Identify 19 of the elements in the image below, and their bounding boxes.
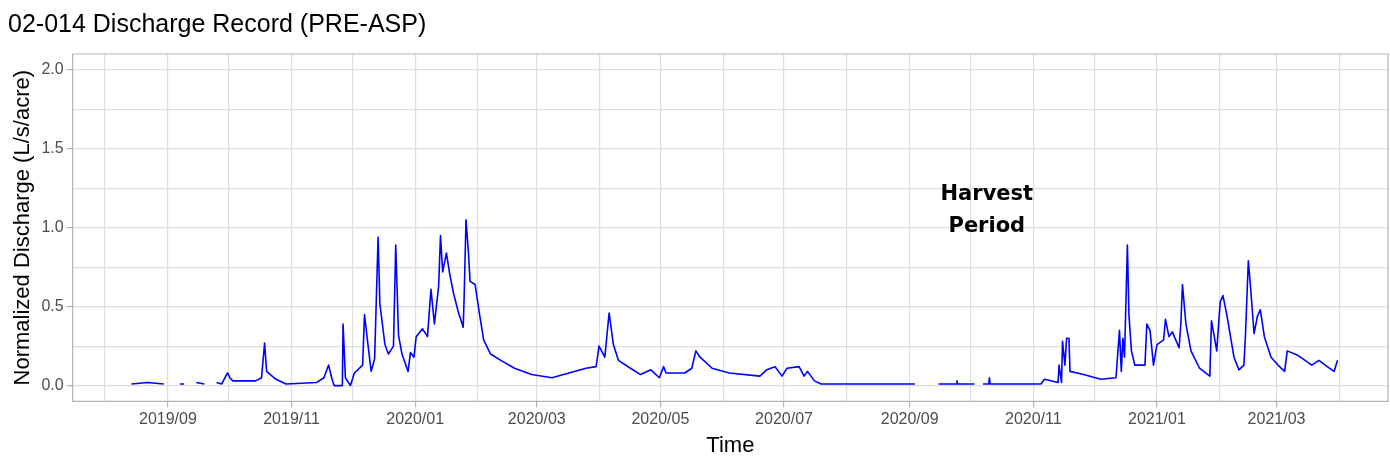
annotation: Harvest Period — [940, 180, 1034, 237]
x-tick-label: 2020/09 — [880, 410, 939, 428]
x-tick-label: 2020/05 — [631, 410, 690, 428]
x-tick-label: 2020/03 — [507, 410, 566, 428]
x-tick-label: 2020/01 — [386, 410, 445, 428]
x-tick-label: 2019/11 — [263, 410, 320, 428]
x-tick-label: 2020/11 — [1004, 410, 1062, 428]
x-tick-label: 2021/01 — [1128, 410, 1186, 428]
y-tick-label: 1.0 — [41, 218, 64, 236]
x-tick-label: 2020/07 — [755, 410, 814, 428]
y-tick-label: 2.0 — [41, 60, 64, 78]
y-axis-title: Normalized Discharge (L/s/acre) — [9, 69, 35, 386]
x-tick-label: 2019/09 — [138, 410, 197, 428]
y-tick-label: 0.0 — [41, 376, 64, 394]
chart-title: 02-014 Discharge Record (PRE-ASP) — [8, 8, 427, 37]
y-tick-label: 0.5 — [41, 297, 64, 315]
x-tick-label: 2021/03 — [1247, 410, 1306, 428]
y-tick-label: 1.5 — [41, 139, 64, 157]
x-axis-title: Time — [706, 431, 755, 457]
